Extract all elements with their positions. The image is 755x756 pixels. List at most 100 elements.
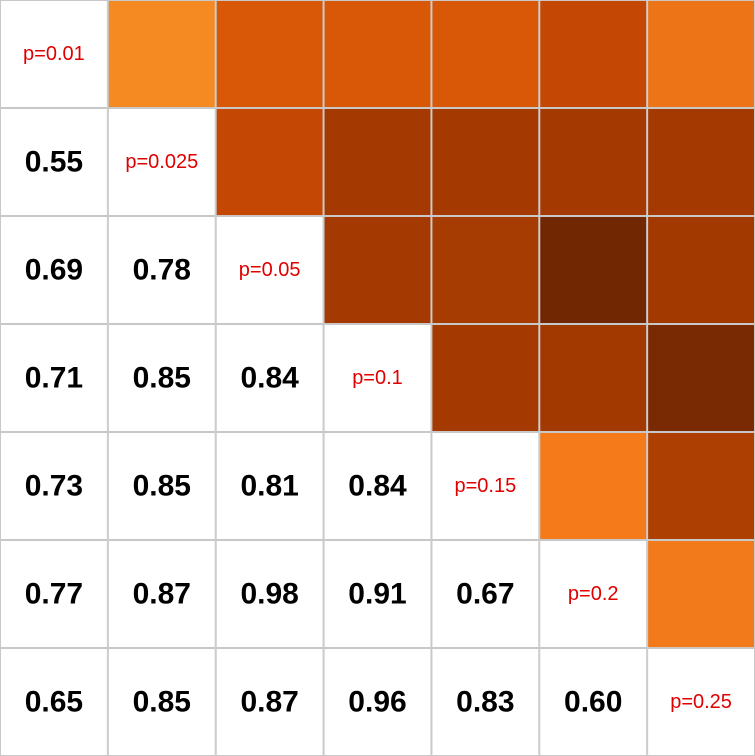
- color-cell-fill: [431, 324, 540, 432]
- color-cell: [107, 0, 216, 108]
- diagonal-label: p=0.025: [125, 151, 198, 173]
- value-label: 0.69: [25, 254, 83, 287]
- color-cell: [215, 0, 324, 108]
- value-label: 0.81: [240, 470, 298, 503]
- value-cell: 0.85: [107, 432, 216, 540]
- value-cell-bg: [0, 108, 108, 216]
- color-cell: [647, 216, 755, 324]
- value-cell: 0.77: [0, 540, 108, 648]
- diagonal-label: p=0.05: [239, 259, 301, 281]
- diagonal-label: p=0.15: [454, 475, 516, 497]
- value-label: 0.78: [133, 254, 191, 287]
- color-cell: [431, 0, 540, 108]
- color-cell-fill: [647, 216, 755, 324]
- color-cell: [215, 108, 324, 216]
- value-cell: 0.67: [431, 540, 540, 648]
- value-label: 0.73: [25, 470, 83, 503]
- diagonal-cell-bg: [539, 540, 648, 648]
- value-cell-bg: [323, 432, 432, 540]
- color-cell: [431, 324, 540, 432]
- diagonal-cell-bg: [647, 648, 755, 756]
- value-cell: 0.85: [107, 648, 216, 756]
- value-label: 0.84: [348, 470, 407, 503]
- color-cell-fill: [539, 108, 648, 216]
- value-label: 0.77: [25, 578, 83, 611]
- value-cell: 0.87: [107, 540, 216, 648]
- color-cell-fill: [539, 0, 648, 108]
- value-cell-bg: [107, 432, 216, 540]
- value-cell: 0.87: [215, 648, 324, 756]
- value-cell-bg: [215, 324, 324, 432]
- color-cell-fill: [431, 108, 540, 216]
- color-cell-fill: [539, 216, 648, 324]
- value-cell-bg: [431, 540, 540, 648]
- color-cell: [323, 0, 432, 108]
- value-cell: 0.98: [215, 540, 324, 648]
- value-label: 0.87: [133, 578, 191, 611]
- value-label: 0.67: [456, 578, 514, 611]
- value-cell: 0.69: [0, 216, 108, 324]
- color-cell-fill: [647, 324, 755, 432]
- value-cell: 0.96: [323, 648, 432, 756]
- diagonal-cell: p=0.15: [431, 432, 540, 540]
- value-cell-bg: [107, 324, 216, 432]
- value-label: 0.84: [240, 362, 299, 395]
- value-cell: 0.91: [323, 540, 432, 648]
- value-label: 0.85: [133, 470, 191, 503]
- value-cell-bg: [431, 648, 540, 756]
- diagonal-cell-bg: [107, 108, 216, 216]
- color-cell: [431, 216, 540, 324]
- diagonal-label: p=0.25: [670, 691, 732, 713]
- value-cell-bg: [107, 648, 216, 756]
- value-cell: 0.60: [539, 648, 648, 756]
- color-cell-fill: [323, 108, 432, 216]
- value-cell: 0.78: [107, 216, 216, 324]
- value-label: 0.65: [25, 686, 83, 719]
- value-cell-bg: [215, 432, 324, 540]
- diagonal-label: p=0.01: [23, 43, 85, 65]
- value-cell-bg: [0, 648, 108, 756]
- diagonal-cell-bg: [0, 0, 108, 108]
- color-cell-fill: [215, 108, 324, 216]
- color-cell: [647, 0, 755, 108]
- color-cell: [323, 216, 432, 324]
- value-cell: 0.84: [215, 324, 324, 432]
- value-cell-bg: [539, 648, 648, 756]
- color-cell: [647, 432, 755, 540]
- diagonal-cell: p=0.01: [0, 0, 108, 108]
- value-cell-bg: [0, 324, 108, 432]
- value-cell: 0.83: [431, 648, 540, 756]
- color-cell: [539, 324, 648, 432]
- value-cell-bg: [323, 540, 432, 648]
- value-label: 0.85: [133, 362, 191, 395]
- diagonal-cell-bg: [431, 432, 540, 540]
- diagonal-label: p=0.2: [568, 583, 619, 605]
- diagonal-label: p=0.1: [352, 367, 403, 389]
- value-cell-bg: [0, 216, 108, 324]
- value-cell: 0.55: [0, 108, 108, 216]
- color-cell-fill: [431, 0, 540, 108]
- diagonal-cell-bg: [215, 216, 324, 324]
- diagonal-cell: p=0.1: [323, 324, 432, 432]
- color-cell: [539, 216, 648, 324]
- value-label: 0.91: [348, 578, 406, 611]
- color-cell-fill: [215, 0, 324, 108]
- value-label: 0.96: [348, 686, 406, 719]
- value-cell-bg: [323, 648, 432, 756]
- color-cell: [539, 432, 648, 540]
- color-cell-fill: [539, 432, 648, 540]
- value-cell-bg: [107, 540, 216, 648]
- diagonal-cell: p=0.2: [539, 540, 648, 648]
- color-cell: [323, 108, 432, 216]
- value-cell-bg: [107, 216, 216, 324]
- color-cell-fill: [647, 540, 755, 648]
- value-cell: 0.81: [215, 432, 324, 540]
- color-cell-fill: [107, 0, 216, 108]
- value-label: 0.60: [564, 686, 622, 719]
- color-cell: [539, 0, 648, 108]
- value-cell-bg: [215, 540, 324, 648]
- color-cell: [647, 108, 755, 216]
- value-cell: 0.85: [107, 324, 216, 432]
- color-cell-fill: [647, 0, 755, 108]
